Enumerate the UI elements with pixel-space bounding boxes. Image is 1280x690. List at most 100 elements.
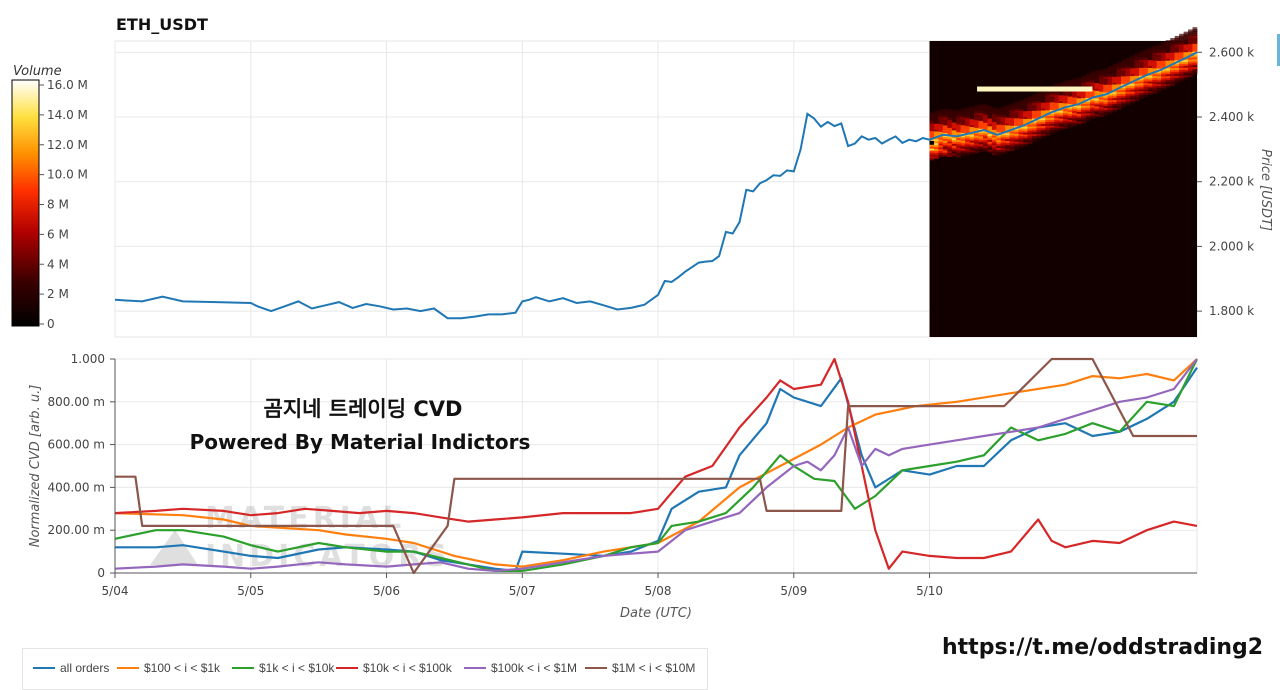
heatmap-cell: [1165, 40, 1171, 46]
legend-label: $1k < i < $10k: [259, 661, 335, 675]
heatmap-cell: [960, 108, 966, 114]
legend-item-1m-10m[interactable]: $1M < i < $10M: [585, 661, 695, 675]
legend-swatch: [33, 666, 55, 669]
heatmap-cell: [1174, 35, 1180, 41]
price-y-ticks: 1.800 k 2.000 k 2.200 k 2.400 k 2.600 k: [1197, 45, 1254, 318]
heatmap-cell: [1134, 53, 1140, 59]
heatmap-cell: [1085, 73, 1091, 79]
heatmap-cell: [938, 109, 944, 115]
colorbar-tick-label: 10.0 M: [47, 168, 88, 182]
heatmap-cell: [978, 104, 984, 110]
price-panel: 1.800 k 2.000 k 2.200 k 2.400 k 2.600 k Pric…: [114, 27, 1273, 338]
heatmap-cell: [951, 109, 957, 115]
heatmap-cell: [991, 107, 997, 113]
legend: all orders $100 < i < $1k $1k < i < $10k…: [22, 648, 708, 690]
cvd-x-axis-label: Date (UTC): [620, 606, 692, 621]
colorbar-tick-label: 16.0 M: [47, 78, 88, 92]
heatmap-cell: [1058, 82, 1064, 88]
heatmap-band: [977, 86, 1093, 92]
heatmap-cell: [1090, 71, 1095, 77]
heatmap-cell: [1040, 89, 1046, 95]
heatmap-cell: [1094, 70, 1100, 76]
heatmap-cell: [1179, 33, 1184, 39]
price-y-tick-label: 1.800 k: [1209, 304, 1254, 318]
cvd-x-tick-label: 5/10: [916, 584, 943, 598]
heatmap-cell: [1139, 51, 1144, 57]
heatmap-cell: [1107, 66, 1113, 72]
heatmap-cell: [1036, 92, 1042, 98]
heatmap-cell: [934, 110, 939, 116]
svg-text:MATERIAL: MATERIAL: [205, 501, 405, 536]
cvd-series: [114, 357, 1198, 575]
price-y-tick-label: 2.200 k: [1209, 175, 1254, 189]
legend-item-all-orders[interactable]: all orders: [33, 661, 109, 675]
heatmap-cell: [1147, 47, 1153, 53]
cvd-y-tick-label: 0: [97, 566, 105, 580]
cvd-y-tick-label: 800.00 m: [48, 395, 106, 409]
price-y-tick-label: 2.600 k: [1209, 45, 1254, 59]
heatmap-cell: [1098, 69, 1104, 75]
legend-item-100-1k[interactable]: $100 < i < $1k: [117, 661, 220, 675]
price-y-tick-label: 2.400 k: [1209, 110, 1254, 124]
cvd-series-line: [114, 357, 1198, 570]
heatmap-cell: [1103, 68, 1109, 74]
heatmap-cell: [974, 105, 979, 111]
heatmap-cell: [1161, 42, 1167, 48]
heatmap-cell: [1112, 64, 1118, 70]
heatmap-cell: [996, 108, 1002, 114]
volume-heatmap: [929, 27, 1198, 337]
cvd-x-tick-label: 5/07: [509, 584, 536, 598]
heatmap-cell: [1125, 57, 1131, 63]
legend-item-100k-1m[interactable]: $100k < i < $1M: [464, 661, 577, 675]
colorbar-gradient: [11, 79, 40, 327]
watermark-line-2: Powered By Material Indictors: [190, 430, 531, 454]
scroll-handle[interactable]: [1277, 34, 1280, 66]
legend-swatch: [336, 666, 358, 669]
heatmap-cell: [1005, 104, 1011, 110]
price-line: [114, 51, 1198, 320]
legend-swatch: [232, 666, 254, 669]
heatmap-cell: [1072, 78, 1077, 84]
legend-label: $1M < i < $10M: [612, 661, 696, 675]
heatmap-cell: [1027, 96, 1033, 102]
heatmap-cell: [1188, 29, 1193, 35]
heatmap-cell: [1000, 106, 1006, 112]
telegram-link[interactable]: https://t.me/oddstrading2: [942, 635, 1264, 660]
legend-item-1k-10k[interactable]: $1k < i < $10k: [232, 661, 334, 675]
cvd-y-axis-label: Normalized CVD [arb. u.]: [28, 385, 43, 548]
heatmap-cell: [956, 109, 962, 115]
legend-swatch: [464, 666, 486, 669]
heatmap-cell: [1143, 49, 1149, 55]
cvd-x-tick-label: 5/08: [645, 584, 672, 598]
colorbar-ticks: 0 2 M 4 M 6 M 8 M 10.0 M 12.0 M 14.0 M 16.0 M: [39, 78, 88, 331]
colorbar-tick-label: 14.0 M: [47, 108, 88, 122]
legend-item-10k-100k[interactable]: $10k < i < $100k: [336, 661, 452, 675]
cvd-y-tick-label: 200.00 m: [48, 523, 106, 537]
heatmap-cell: [947, 109, 953, 115]
colorbar-title: Volume: [13, 64, 62, 79]
cvd-x-ticks: 5/04 5/05 5/06 5/07 5/08 5/09 5/10: [102, 572, 1197, 598]
cvd-x-tick-label: 5/06: [373, 584, 400, 598]
legend-label: all orders: [60, 661, 110, 675]
colorbar-tick-label: 2 M: [47, 287, 69, 301]
heatmap-cell: [1076, 77, 1082, 83]
heatmap-cell: [969, 106, 975, 112]
heatmap-cell: [965, 107, 970, 113]
watermark-line-1: 곰지네 트레이딩 CVD: [264, 397, 463, 421]
heatmap-cell: [1018, 100, 1024, 106]
colorbar-tick-label: 8 M: [47, 198, 69, 212]
cvd-x-tick-label: 5/05: [237, 584, 264, 598]
heatmap-cell: [1067, 79, 1073, 85]
heatmap-cell: [1121, 59, 1126, 65]
cvd-series-line: [114, 358, 1198, 573]
heatmap-cell: [1170, 38, 1176, 44]
heatmap-cell: [942, 108, 948, 114]
heatmap-cell: [1183, 31, 1189, 37]
legend-label: $10k < i < $100k: [363, 661, 452, 675]
colorbar-tick-label: 12.0 M: [47, 138, 88, 152]
heatmap-cell: [1156, 44, 1162, 50]
price-y-tick-label: 2.000 k: [1209, 239, 1254, 253]
colorbar-tick-label: 6 M: [47, 227, 69, 241]
cvd-series-line: [115, 357, 1197, 575]
